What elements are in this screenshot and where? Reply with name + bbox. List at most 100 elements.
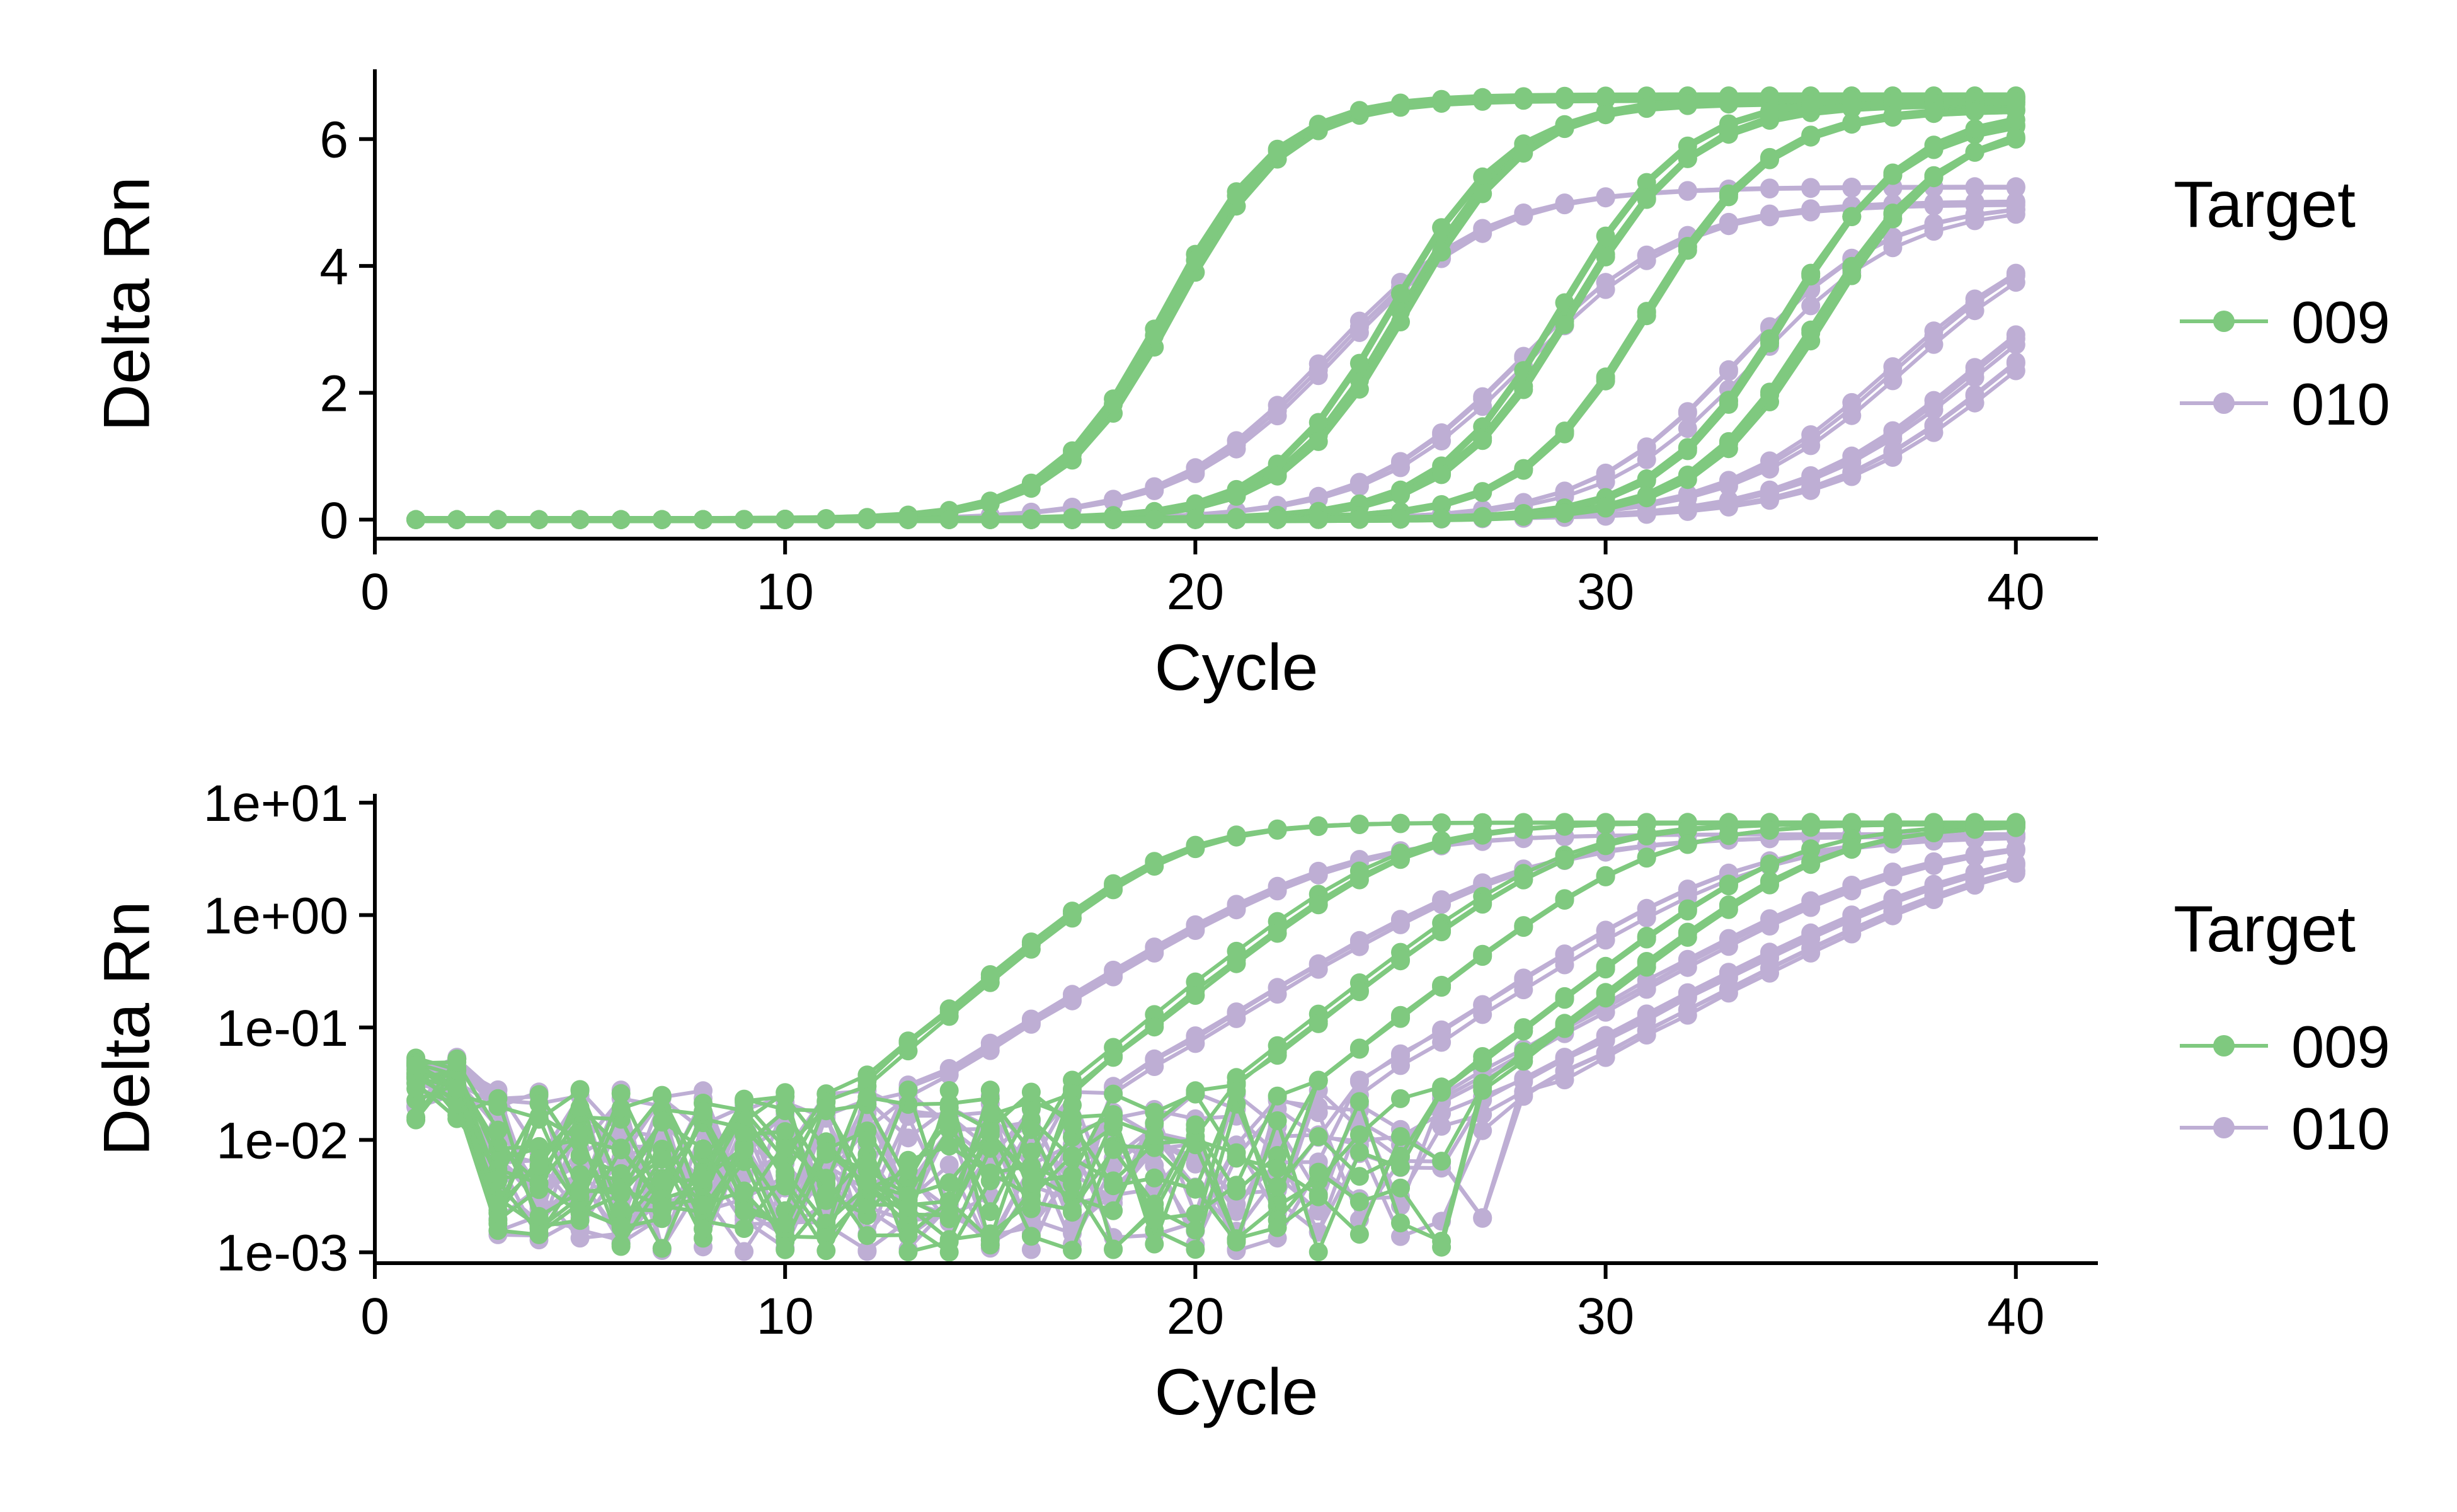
log-series-009-point	[1349, 815, 1369, 834]
linear-series-010-point	[1719, 471, 1738, 490]
log-series-010-point	[1432, 1033, 1452, 1052]
linear-series-009-point	[1021, 476, 1041, 495]
log-series-009-point	[694, 1219, 713, 1239]
linear-series-009-point	[1637, 98, 1656, 117]
log-series-009-point	[1268, 1046, 1287, 1065]
linear-series-009-point	[1473, 88, 1492, 107]
log-series-010-point	[2006, 839, 2025, 859]
log-series-010-point	[1719, 980, 1738, 999]
log-series-009-point	[776, 1101, 795, 1121]
linear-series-009-point	[1555, 503, 1574, 523]
log-series-009-point	[570, 1211, 590, 1230]
linear-series-009-point	[1309, 510, 1328, 529]
linear-series-009-point	[1842, 96, 1862, 116]
linear-series-010-point	[2006, 178, 2025, 198]
linear-series-009-point	[1391, 312, 1410, 331]
log-series-009-point	[1145, 854, 1164, 873]
log-series-010-point	[1637, 971, 1656, 990]
linear-legend-key-009	[2180, 311, 2268, 332]
log-series-010-point	[1514, 980, 1533, 1000]
log-series-009-point	[1760, 821, 1779, 840]
linear-series-009-point	[1596, 226, 1615, 246]
linear-series-009-point	[2006, 110, 2025, 130]
log-series-009-point	[2006, 818, 2025, 837]
log-series-010-point	[1021, 1240, 1041, 1259]
linear-x-axis-title: Cycle	[1154, 631, 1318, 704]
log-series-009-point	[1227, 1082, 1246, 1101]
log-series-010-point	[1391, 1227, 1410, 1246]
log-y-tick-label: 1e-01	[216, 1000, 348, 1057]
log-series-009-point	[1391, 1157, 1410, 1177]
linear-series-009-point	[1719, 92, 1738, 112]
log-series-009-point	[1596, 867, 1615, 886]
log-series-009-point	[1104, 1176, 1123, 1196]
log-series-009-point	[1596, 836, 1615, 856]
log-series-010-point	[1965, 873, 1984, 892]
log-series-010-point	[1924, 886, 1944, 906]
log-series-009-point	[1349, 870, 1369, 890]
log-series-010-point	[1432, 1104, 1452, 1123]
log-legend-key-009	[2180, 1035, 2268, 1057]
linear-series-009-point	[1555, 119, 1574, 139]
linear-series-009-point	[1719, 187, 1738, 207]
log-series-010-point	[1842, 876, 1862, 895]
log-series-009-point	[694, 1169, 713, 1189]
linear-series-009-point	[1596, 497, 1615, 517]
log-series-009-point	[611, 1235, 631, 1254]
log-series-010-point	[1555, 1048, 1574, 1067]
linear-series-009-point	[1268, 141, 1287, 161]
log-series-009-curve	[406, 818, 2025, 1251]
log-series-009-point	[1842, 838, 1862, 857]
linear-legend-title: Target	[2174, 168, 2356, 241]
linear-series-009-point	[570, 510, 590, 529]
linear-series-010-point	[1637, 450, 1656, 469]
log-series-009-point	[776, 1214, 795, 1234]
linear-series-009-point	[1760, 333, 1779, 353]
linear-series-010-point	[1965, 289, 1984, 309]
log-series-009-point	[1227, 1229, 1246, 1249]
log-series-010-point	[1349, 932, 1369, 952]
log-series-009-point	[939, 1206, 959, 1225]
linear-series-009-point	[1678, 149, 1697, 168]
linear-series-010-point	[1637, 504, 1656, 524]
linear-series-009-point	[1678, 441, 1697, 461]
log-series-009-point	[1145, 1234, 1164, 1254]
log-series-009-point	[1227, 1176, 1246, 1195]
linear-series-010-point	[1883, 443, 1903, 462]
linear-series-010-point	[1801, 425, 1821, 444]
linear-series-010-point	[1596, 273, 1615, 292]
log-x-axis-title: Cycle	[1154, 1356, 1318, 1429]
log-series-010-point	[1760, 942, 1779, 962]
linear-ticks: 0 10 20 30 40 0 2 4 6	[319, 112, 2044, 621]
log-series-009-point	[1391, 813, 1410, 833]
log-series-010-point	[1678, 1000, 1697, 1020]
linear-y-tick-label: 4	[319, 238, 348, 295]
log-series-009-point	[1473, 1074, 1492, 1093]
log-series-009-point	[1063, 1240, 1082, 1260]
log-series-009-point	[1309, 1162, 1328, 1182]
linear-series-009-point	[1965, 142, 1984, 161]
linear-series-010-point	[1883, 371, 1903, 391]
log-curves	[406, 813, 2025, 1262]
log-series-009-point	[611, 1217, 631, 1236]
log-series-009-point	[735, 1219, 754, 1238]
linear-series-009-point	[1473, 431, 1492, 450]
linear-series-009-point	[1596, 105, 1615, 125]
linear-series-010-point	[1924, 335, 1944, 354]
log-series-010-point	[1596, 1044, 1615, 1063]
log-series-009-point	[939, 1230, 959, 1249]
legend-key-point	[2213, 311, 2235, 332]
linear-series-009-point	[1801, 101, 1821, 120]
linear-series-009-point	[776, 510, 795, 529]
log-series-009-point	[529, 1156, 549, 1176]
log-series-009-point	[735, 1181, 754, 1201]
linear-series-009-point	[1719, 434, 1738, 454]
log-series-010-point	[1637, 1004, 1656, 1024]
log-series-009-point	[1309, 816, 1328, 835]
log-series-010-point	[1883, 862, 1903, 882]
log-series-009-line	[415, 822, 2016, 1237]
log-series-010-line	[415, 834, 2016, 1251]
linear-series-009-point	[1349, 379, 1369, 399]
log-series-010-point	[1801, 891, 1821, 910]
log-series-009-point	[529, 1206, 549, 1226]
